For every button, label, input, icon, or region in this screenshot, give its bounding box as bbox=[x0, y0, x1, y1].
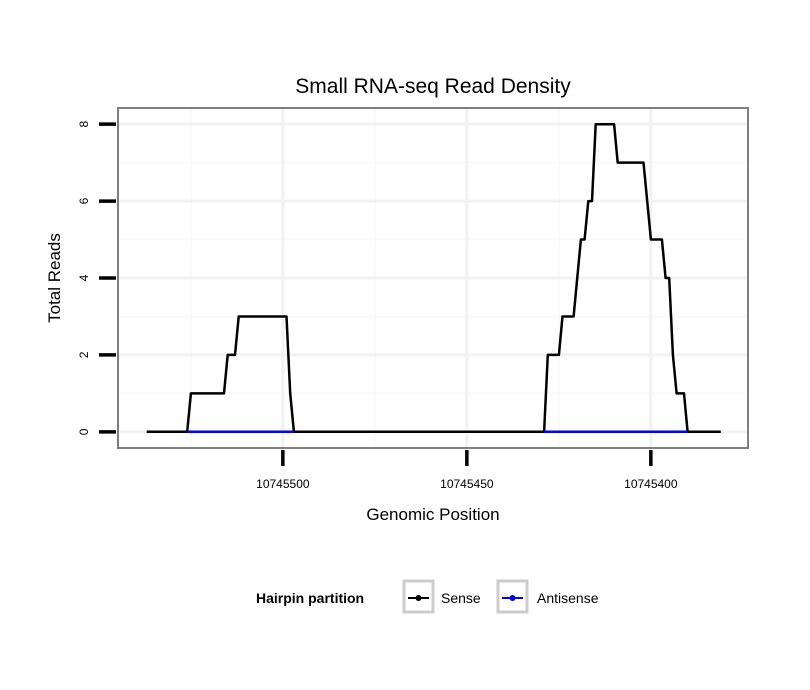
series-line-sense bbox=[146, 122, 721, 434]
x-tick-label: 10745400 bbox=[624, 477, 678, 491]
legend-label-sense: Sense bbox=[441, 590, 481, 606]
legend-point-sense bbox=[415, 595, 422, 601]
axes: 0 2 4 6 8 10745500 10745450 10745400 bbox=[77, 120, 678, 491]
legend-label-antisense: Antisense bbox=[537, 590, 599, 606]
series-lines bbox=[146, 122, 721, 434]
legend-point-antisense bbox=[509, 595, 516, 601]
y-tick-label: 8 bbox=[77, 120, 91, 127]
chart-title: Small RNA-seq Read Density bbox=[295, 75, 571, 98]
plot-panel-border bbox=[117, 107, 749, 449]
legend: Hairpin partition Sense Antisense bbox=[256, 579, 599, 614]
y-tick-label: 6 bbox=[77, 197, 91, 204]
x-tick-label: 10745450 bbox=[440, 477, 494, 491]
y-tick-label: 2 bbox=[77, 351, 91, 358]
y-tick-label: 4 bbox=[77, 274, 91, 281]
legend-key-antisense bbox=[496, 579, 529, 614]
legend-title: Hairpin partition bbox=[256, 590, 364, 606]
y-axis-label: Total Reads bbox=[45, 233, 64, 323]
y-tick-label: 0 bbox=[77, 428, 91, 435]
x-axis-label: Genomic Position bbox=[366, 505, 499, 524]
x-tick-label: 10745500 bbox=[256, 477, 310, 491]
